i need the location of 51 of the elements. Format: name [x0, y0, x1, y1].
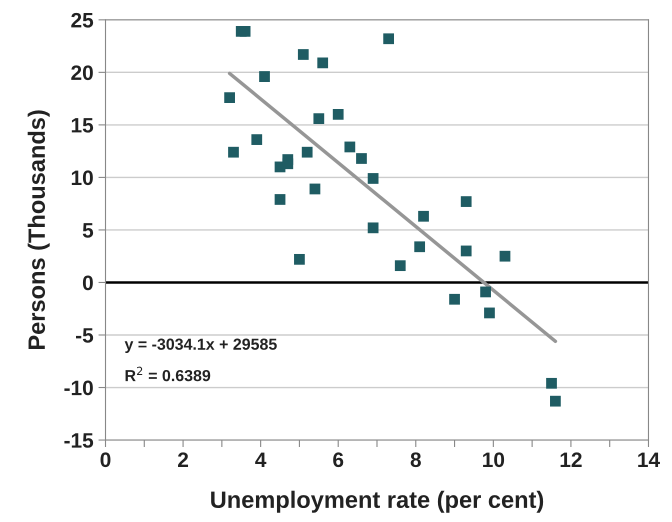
- point: [298, 49, 309, 60]
- point: [251, 134, 262, 145]
- point: [294, 254, 305, 265]
- point: [228, 146, 239, 158]
- annotation: R$^{2}$ = 0.6389: [126, 366, 210, 382]
- x-tick-label: 0: [100, 452, 110, 468]
- point: [484, 308, 495, 318]
- point: [274, 194, 286, 205]
- y-tick-label: -10: [64, 380, 93, 396]
- x-tick-label: 14: [638, 452, 660, 467]
- point: [302, 146, 313, 158]
- point: [282, 154, 294, 165]
- y-tick-label: -5: [76, 328, 94, 343]
- point: [317, 58, 328, 68]
- point: [368, 222, 378, 234]
- x-tick-label: 4: [255, 452, 266, 467]
- point: [418, 210, 429, 222]
- y-tick-label: 15: [72, 118, 94, 133]
- point: [480, 286, 491, 298]
- point: [383, 33, 394, 44]
- y-tick-label: 10: [72, 170, 93, 186]
- point: [310, 184, 320, 194]
- x-tick-label: 6: [333, 452, 344, 468]
- point: [259, 71, 270, 82]
- annotation: y = -3034.1x + 29585: [124, 338, 277, 354]
- point: [449, 294, 460, 305]
- point: [550, 396, 561, 407]
- point: [368, 173, 378, 184]
- point: [313, 113, 324, 124]
- point: [546, 378, 557, 389]
- y-tick-label: 20: [71, 65, 93, 80]
- y-tick-label: 5: [82, 223, 94, 238]
- point: [460, 196, 472, 207]
- x-tick-label: 10: [483, 452, 504, 468]
- point: [344, 142, 356, 152]
- x-tick-label: 12: [560, 452, 582, 467]
- x-tick-label: 2: [178, 452, 188, 467]
- point: [356, 153, 367, 164]
- y-tick-label: 0: [82, 275, 93, 290]
- y-tick-label: -15: [64, 433, 94, 448]
- point: [394, 260, 406, 272]
- x-tick-label: 8: [410, 452, 421, 468]
- y-tick-label: 25: [71, 12, 94, 28]
- point: [500, 250, 510, 262]
- point: [240, 26, 251, 37]
- point: [332, 109, 344, 120]
- point: [224, 92, 235, 103]
- point: [460, 246, 472, 256]
- x-axis-title: Unemployment rate (per cent): [211, 490, 544, 513]
- point: [414, 241, 426, 252]
- y-axis-title: Persons (Thousands): [28, 110, 50, 350]
